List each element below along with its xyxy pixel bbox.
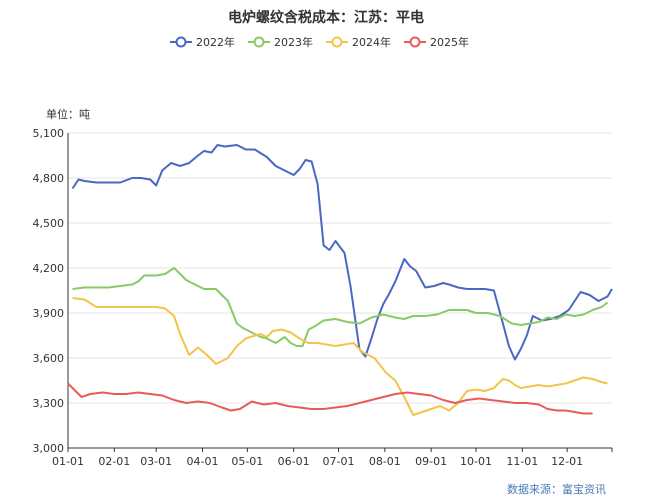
legend-item[interactable]: 2022年 (170, 35, 235, 49)
x-tick-label: 11-01 (506, 455, 538, 468)
x-tick-label: 12-01 (551, 455, 583, 468)
y-tick-label: 4,800 (33, 172, 65, 185)
legend-marker-icon (331, 36, 343, 48)
x-tick-label: 06-01 (278, 455, 310, 468)
legend-label: 2025年 (430, 35, 469, 49)
y-tick-label: 4,500 (33, 217, 65, 230)
source-note: 数据来源：富宝资讯 (507, 482, 606, 496)
series-line-2022年 (71, 144, 613, 361)
series-line-2023年 (72, 267, 609, 347)
y-tick-label: 3,900 (33, 307, 65, 320)
y-tick-label: 3,300 (33, 397, 65, 410)
x-axis: 01-01 02-01 03-01 04-01 05-01 06-01 07-01 08-01… (52, 447, 613, 468)
series-line-2024年 (72, 297, 608, 416)
legend-item[interactable]: 2024年 (326, 35, 391, 49)
x-tick-label: 07-01 (323, 455, 355, 468)
y-tick-label: 5,100 (33, 127, 65, 140)
y-tick-label: 3,600 (33, 352, 65, 365)
x-tick-label: 03-01 (140, 455, 172, 468)
x-tick-label: 08-01 (369, 455, 401, 468)
x-tick-label: 04-01 (187, 455, 219, 468)
legend-item[interactable]: 2023年 (248, 35, 313, 49)
x-tick-label: 10-01 (460, 455, 492, 468)
grid-lines (68, 132, 612, 404)
legend-label: 2022年 (196, 35, 235, 49)
x-tick-label: 02-01 (98, 455, 130, 468)
unit-label: 单位：吨 (46, 107, 90, 121)
legend-label: 2023年 (274, 35, 313, 49)
series-line-2025年 (67, 382, 593, 415)
legend-marker-icon (253, 36, 265, 48)
series-lines (67, 144, 613, 416)
y-tick-label: 3,000 (33, 442, 65, 455)
y-tick-label: 4,200 (33, 262, 65, 275)
legend-marker-icon (409, 36, 421, 48)
chart-title: 电炉螺纹含税成本：江苏：平电 (228, 9, 424, 26)
x-tick-label: 01-01 (52, 455, 84, 468)
legend-item[interactable]: 2025年 (404, 35, 469, 49)
x-tick-label: 05-01 (231, 455, 263, 468)
legend-marker-icon (175, 36, 187, 48)
x-tick-label: 09-01 (415, 455, 447, 468)
legend-label: 2024年 (352, 35, 391, 49)
legend: 2022年 2023年 2024年 2025年 (170, 35, 469, 49)
y-axis: 3,000 3,300 3,600 3,900 4,200 4,500 4,800 5,100 (33, 127, 69, 455)
